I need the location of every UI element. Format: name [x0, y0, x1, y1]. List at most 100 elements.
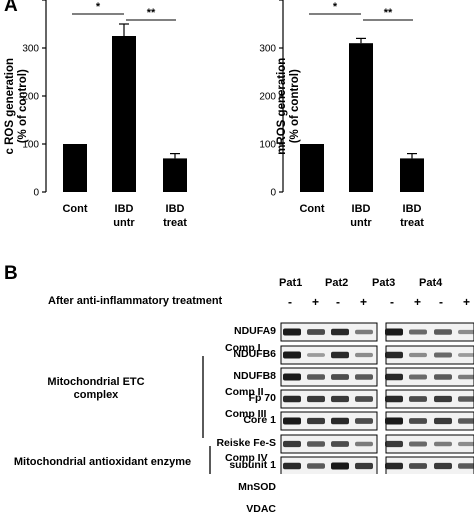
protein-band — [458, 463, 474, 469]
protein-band — [355, 396, 373, 402]
blot-box — [280, 456, 378, 474]
protein-band — [409, 352, 427, 358]
protein-band — [283, 351, 301, 359]
protein-band — [355, 352, 373, 358]
y-tick-label: 200 — [22, 92, 39, 103]
protein-band — [283, 462, 301, 470]
protein-band — [409, 418, 427, 424]
y-tick-label: 0 — [33, 188, 39, 199]
treatment-sign: + — [360, 295, 368, 309]
panel-a-letter: A — [4, 0, 18, 16]
sig-label-1: * — [96, 1, 101, 13]
blot-box — [280, 367, 378, 387]
complex-label: Comp III — [225, 408, 267, 420]
panel-b-letter: B — [4, 263, 18, 284]
protein-band — [385, 462, 403, 470]
y-tick-label: 300 — [259, 44, 276, 55]
category-label: treat — [400, 217, 424, 229]
blot-box — [280, 345, 378, 365]
blot-box — [280, 322, 378, 342]
protein-band — [307, 329, 325, 335]
protein-band — [283, 395, 301, 403]
protein-band — [434, 329, 452, 335]
protein-label: NDUFB6 — [233, 348, 276, 360]
protein-band — [409, 441, 427, 447]
protein-band — [355, 441, 373, 447]
protein-band — [434, 441, 452, 447]
protein-band — [385, 351, 403, 359]
treatment-sign: - — [336, 295, 340, 309]
bar-2 — [400, 158, 424, 192]
protein-band — [434, 374, 452, 380]
category-label: treat — [163, 217, 187, 229]
protein-band — [458, 396, 474, 402]
patient-label: Pat4 — [419, 277, 443, 289]
treatment-sign: - — [439, 295, 443, 309]
protein-band — [307, 441, 325, 447]
blot-box — [280, 389, 378, 409]
protein-band — [331, 374, 349, 380]
bar-1 — [112, 36, 136, 192]
complex-label: Comp IV — [225, 452, 268, 464]
category-label: IBD — [403, 203, 422, 215]
protein-band — [434, 395, 452, 403]
treatment-sign: - — [390, 295, 394, 309]
protein-band — [458, 441, 474, 447]
protein-band — [458, 374, 474, 380]
protein-band — [307, 374, 325, 380]
category-label: untr — [113, 217, 135, 229]
category-label: IBD — [115, 203, 134, 215]
protein-band — [283, 373, 301, 381]
etc-complex-group-label: Mitochondrial ETC complex — [47, 376, 145, 402]
bar-1 — [349, 43, 373, 193]
y-tick-label: 100 — [259, 140, 276, 151]
category-label: untr — [350, 217, 372, 229]
protein-band — [385, 440, 403, 448]
blot-box — [280, 434, 378, 454]
patient-label: Pat2 — [325, 277, 349, 289]
protein-band — [331, 462, 349, 470]
protein-label: Core 1 — [243, 414, 276, 426]
protein-band — [355, 418, 373, 424]
protein-band — [331, 395, 349, 403]
protein-band — [355, 462, 373, 470]
protein-band — [331, 417, 349, 425]
complex-label: Comp I — [225, 342, 261, 354]
protein-band — [283, 328, 301, 336]
treatment-sign: - — [288, 295, 292, 309]
blot-box — [280, 411, 378, 431]
protein-band — [307, 353, 325, 357]
treatment-sign: + — [463, 295, 471, 309]
category-label: IBD — [352, 203, 371, 215]
western-blot-panel — [202, 322, 474, 474]
protein-band — [458, 353, 474, 357]
protein-band — [283, 440, 301, 448]
protein-band — [331, 441, 349, 447]
protein-band — [385, 373, 403, 381]
protein-band — [385, 328, 403, 336]
bar-0 — [63, 144, 87, 192]
protein-band — [434, 352, 452, 358]
category-label: IBD — [166, 203, 185, 215]
treatment-label: After anti-inflammatory treatment — [48, 295, 223, 307]
protein-band — [409, 396, 427, 402]
sig-label-2: ** — [384, 7, 393, 19]
protein-band — [385, 395, 403, 403]
protein-label: NDUFB8 — [233, 370, 276, 382]
protein-band — [307, 395, 325, 403]
protein-band — [409, 329, 427, 335]
protein-band — [385, 417, 403, 425]
treatment-sign: + — [414, 295, 422, 309]
protein-label: MnSOD — [238, 481, 276, 493]
protein-band — [307, 417, 325, 425]
protein-label: Reiske Fe-S — [216, 437, 276, 449]
category-label: Cont — [62, 203, 87, 215]
figure: A c ROS generation (% of control) 0 100 200… — [4, 0, 474, 514]
y-tick-label: 100 — [22, 140, 39, 151]
complex-label: Comp II — [225, 386, 264, 398]
antioxidant-group-label: Mitochondrial antioxidant enzyme — [13, 456, 192, 468]
protein-band — [283, 417, 301, 425]
sig-label-2: ** — [147, 7, 156, 19]
